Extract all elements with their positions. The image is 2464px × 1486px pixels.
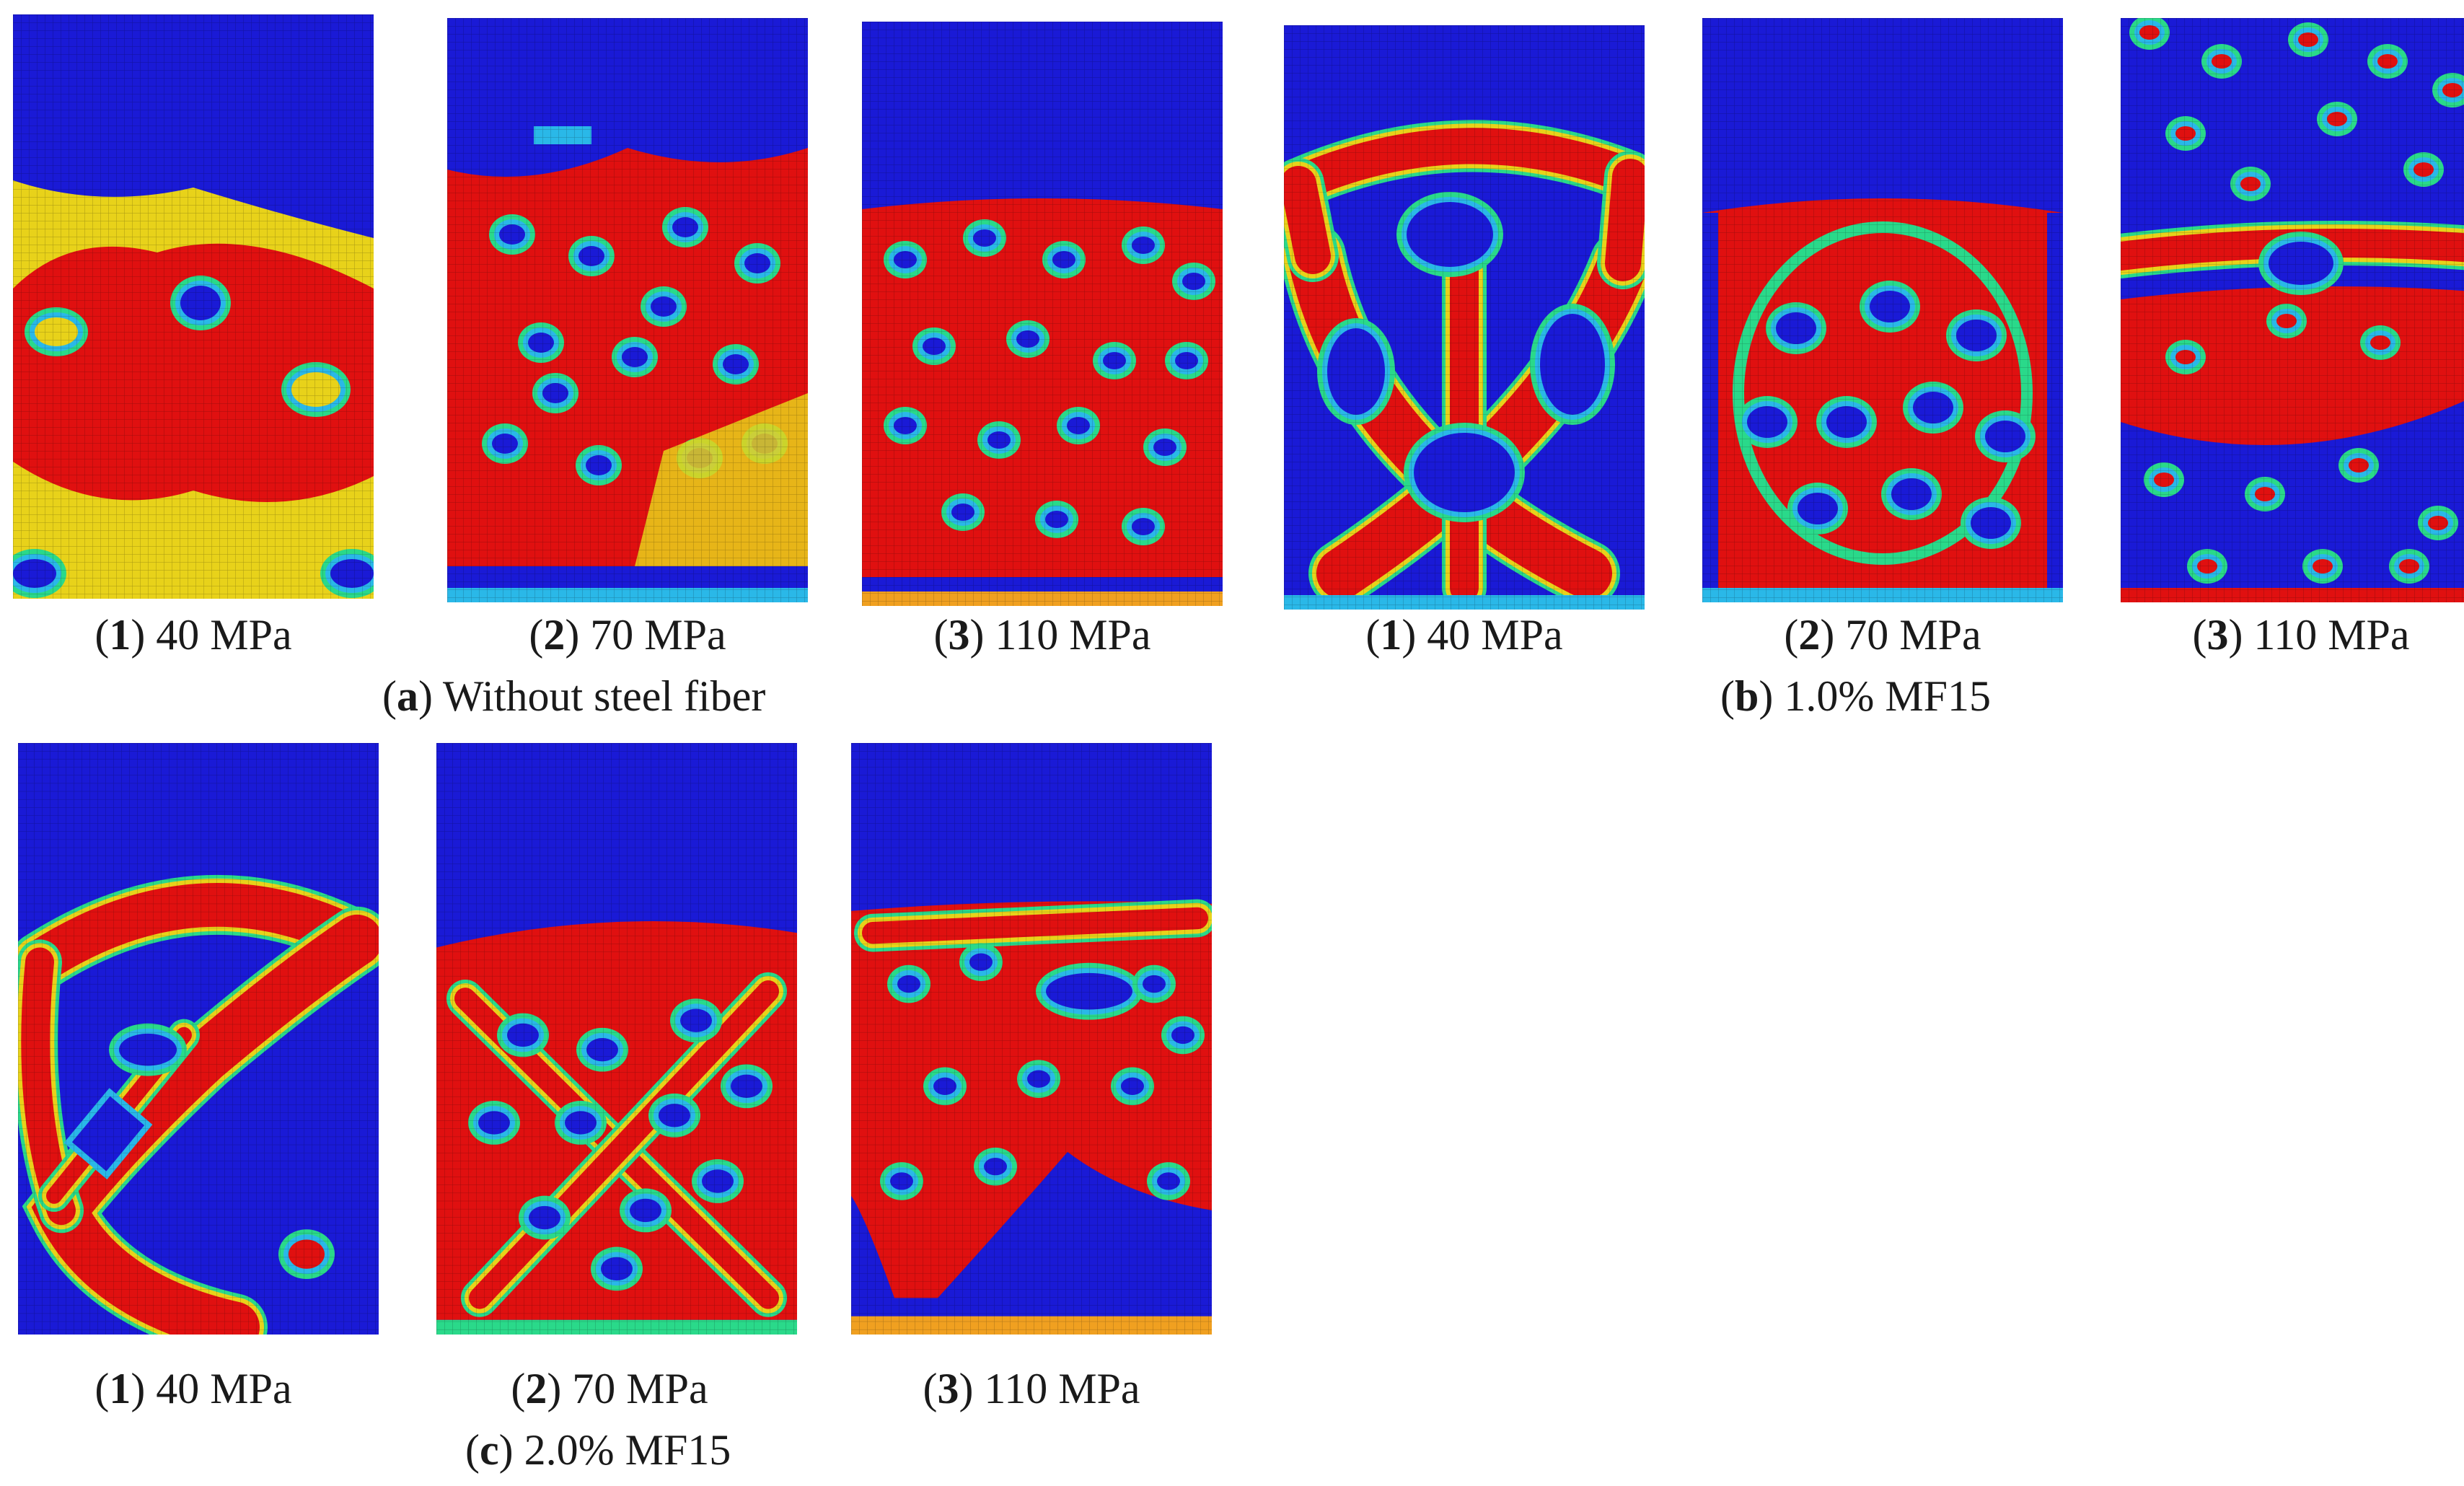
subcaption-c1: (1) 40 MPa bbox=[94, 1365, 292, 1412]
panel-c1-image bbox=[18, 743, 379, 1335]
subcaption-c2: (2) 70 MPa bbox=[511, 1365, 708, 1412]
panel-c2-image bbox=[436, 743, 797, 1335]
panel-b1-image bbox=[1284, 25, 1645, 610]
subcaption-b1: (1) 40 MPa bbox=[1365, 611, 1563, 659]
subcaption-b2: (2) 70 MPa bbox=[1784, 611, 1981, 659]
group-caption-a: (a) Without steel fiber bbox=[382, 672, 766, 720]
panel-b3-image bbox=[2121, 18, 2464, 602]
panel-b2-image bbox=[1702, 18, 2063, 602]
group-caption-b: (b) 1.0% MF15 bbox=[1720, 672, 1992, 720]
panel-a2-image bbox=[447, 18, 808, 602]
panel-c3-image bbox=[851, 743, 1212, 1335]
group-caption-c: (c) 2.0% MF15 bbox=[465, 1426, 731, 1474]
subcaption-a3: (3) 110 MPa bbox=[933, 611, 1151, 659]
panel-a1-image bbox=[13, 14, 374, 599]
subcaption-c3: (3) 110 MPa bbox=[923, 1365, 1140, 1412]
subcaption-a1: (1) 40 MPa bbox=[94, 611, 292, 659]
subcaption-b3: (3) 110 MPa bbox=[2192, 611, 2410, 659]
panel-a3-image bbox=[862, 22, 1223, 606]
subcaption-a2: (2) 70 MPa bbox=[529, 611, 726, 659]
